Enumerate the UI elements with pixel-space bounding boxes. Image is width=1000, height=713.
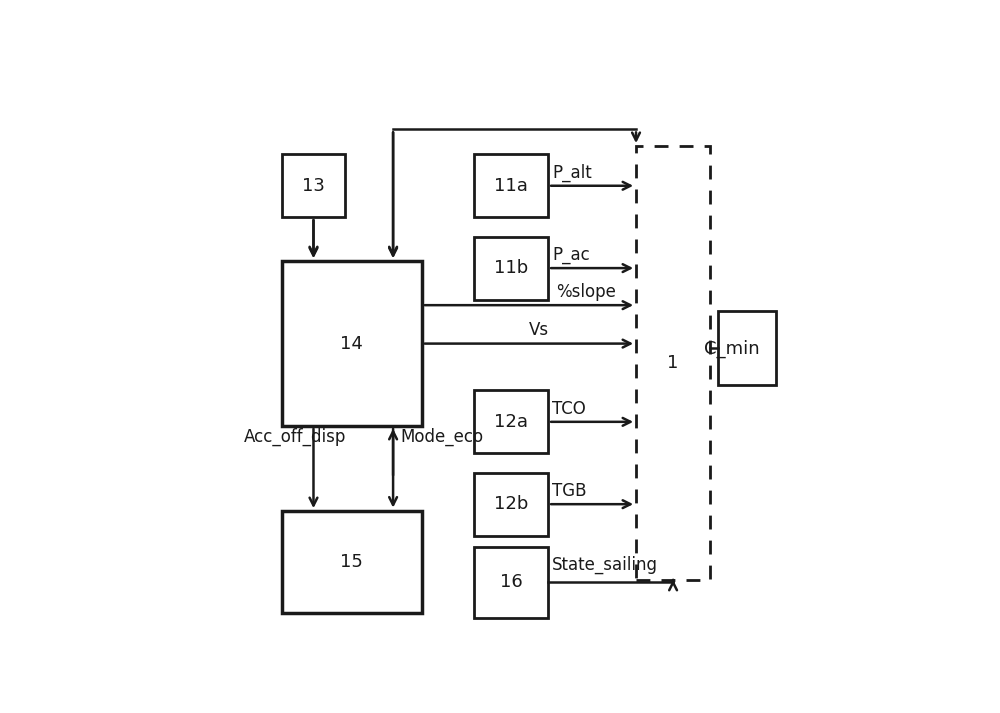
Bar — [282, 154, 345, 217]
Bar — [282, 511, 422, 612]
Bar — [474, 390, 548, 453]
Text: 12a: 12a — [494, 413, 528, 431]
Text: Acc_off_disp: Acc_off_disp — [243, 428, 346, 446]
Text: 1: 1 — [667, 354, 679, 371]
Text: 13: 13 — [302, 177, 325, 195]
Bar — [636, 146, 710, 580]
Text: Mode_eco: Mode_eco — [401, 428, 484, 446]
Text: 14: 14 — [340, 334, 363, 353]
Bar — [474, 154, 548, 217]
Text: TGB: TGB — [552, 482, 587, 500]
Bar — [282, 261, 422, 426]
Bar — [718, 311, 776, 385]
Text: 11a: 11a — [494, 177, 528, 195]
Bar — [474, 547, 548, 618]
Bar — [474, 473, 548, 535]
Text: 11b: 11b — [494, 259, 528, 277]
Bar — [474, 237, 548, 299]
Text: C_min: C_min — [704, 340, 760, 358]
Text: 15: 15 — [340, 553, 363, 571]
Text: 12b: 12b — [494, 496, 528, 513]
Text: P_alt: P_alt — [552, 163, 592, 182]
Text: %slope: %slope — [556, 283, 616, 301]
Text: 16: 16 — [500, 573, 523, 591]
Text: State_sailing: State_sailing — [552, 556, 658, 574]
Text: TCO: TCO — [552, 400, 586, 418]
Text: P_ac: P_ac — [552, 246, 590, 264]
Text: Vs: Vs — [529, 321, 549, 339]
